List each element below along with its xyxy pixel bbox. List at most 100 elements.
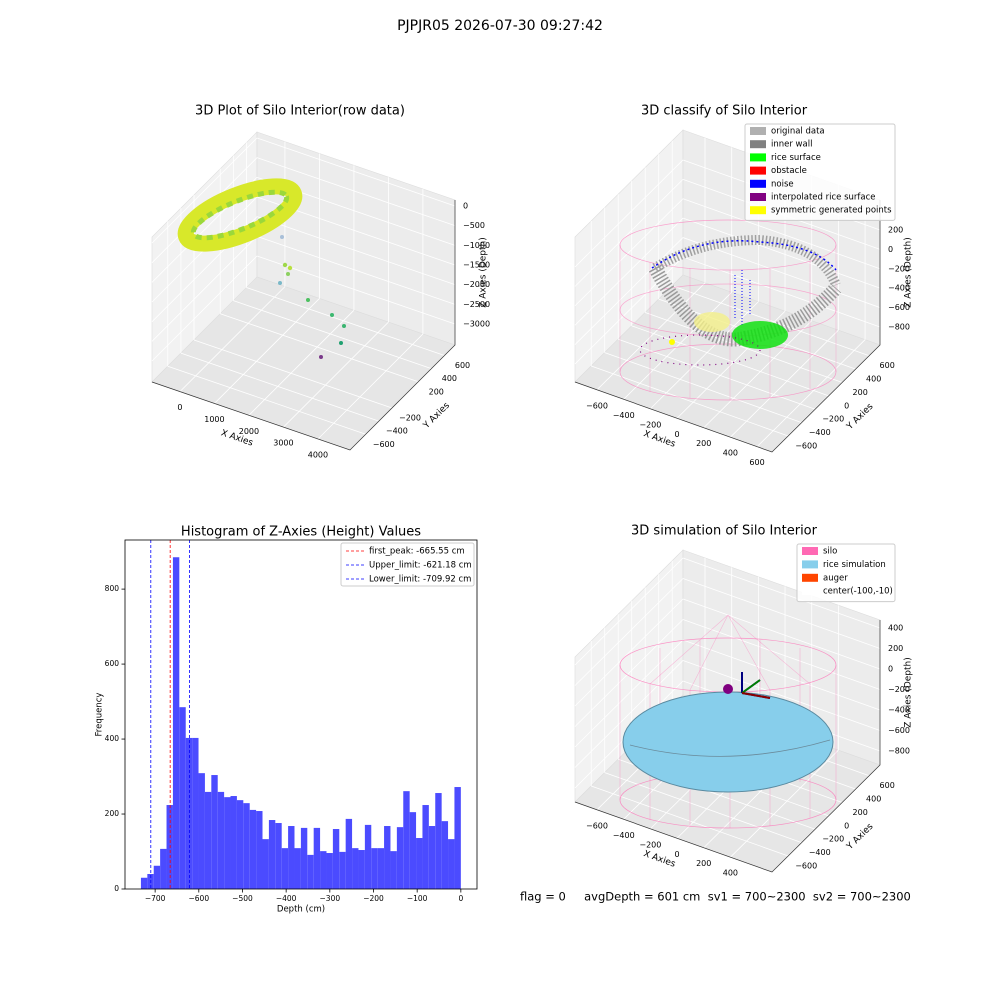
hist-bar <box>236 800 244 889</box>
grid-line <box>574 179 684 287</box>
hist-bar <box>294 848 301 889</box>
y-tick-label: −400 <box>386 427 408 436</box>
hist-bar <box>377 848 385 889</box>
legend-swatch <box>750 140 766 149</box>
z-tick-label: −400 <box>888 284 910 293</box>
hist-bar <box>185 737 193 889</box>
z-axis-label: Z Axies (Depth) <box>904 657 914 728</box>
x-tick-label: 200 <box>696 439 711 448</box>
grid-line <box>151 236 258 342</box>
z-tick-label: −600 <box>888 726 910 735</box>
grid-line <box>246 287 445 356</box>
legend-label: interpolated rice surface <box>771 193 876 203</box>
x-tick-label: −200 <box>363 894 384 903</box>
grid-line <box>604 772 802 843</box>
hist-bar <box>211 775 218 889</box>
y-tick-label: −200 <box>399 414 421 423</box>
legend-swatch <box>750 166 766 175</box>
grid-line <box>682 660 881 731</box>
y-tick-label: 0 <box>844 401 849 410</box>
x-tick-label: 0 <box>458 894 463 903</box>
grid-line <box>650 301 759 410</box>
hist-bar <box>230 796 237 889</box>
hist-bar <box>454 787 461 889</box>
x-tick-label: −100 <box>407 894 428 903</box>
x-tick-label: −500 <box>232 894 253 903</box>
z-tick-label: −200 <box>888 264 910 273</box>
z-tick-label: 0 <box>463 202 468 211</box>
grid-line <box>682 598 881 670</box>
grid-line <box>623 292 732 400</box>
chart-title: Histogram of Z-Axies (Height) Values <box>181 525 421 540</box>
suptitle: PJPJR05 2026-07-30 09:27:42 <box>397 18 603 34</box>
legend-label: Lower_limit: -709.92 cm <box>369 575 471 585</box>
z-tick-label: −800 <box>888 322 910 331</box>
hist-bar <box>179 707 186 889</box>
y-tick-label: 0 <box>844 821 849 830</box>
grid-line <box>180 352 380 422</box>
hist-bar <box>300 827 308 889</box>
chart-title: 3D classify of Silo Interior <box>641 104 808 119</box>
hist-bar <box>256 811 263 889</box>
grid-line <box>214 298 320 404</box>
y-tick-label: 800 <box>105 584 120 593</box>
grid-line <box>682 256 881 328</box>
hist-bar <box>396 827 404 889</box>
hist-bar <box>153 865 161 889</box>
hist-bar <box>224 797 231 889</box>
y-tick-label: 200 <box>853 808 868 817</box>
x-tick-label: −600 <box>189 894 210 903</box>
hist-bar <box>403 791 410 889</box>
y-tick-label: −600 <box>373 440 395 449</box>
grid-line <box>574 217 684 326</box>
x-tick-label: 2000 <box>239 427 259 436</box>
legend-box <box>796 543 896 603</box>
y-tick-label: 600 <box>105 659 120 668</box>
x-tick-label: −400 <box>613 831 635 840</box>
hist-bar <box>243 803 250 889</box>
grid-line <box>574 578 684 686</box>
z-tick-label: −2000 <box>463 280 490 289</box>
grid-line <box>256 137 456 207</box>
y-tick-label: 400 <box>105 734 120 743</box>
z-tick-label: −1500 <box>463 261 490 270</box>
z-tick-label: 200 <box>888 225 903 234</box>
grid-line <box>682 217 881 289</box>
hist-bar <box>384 826 391 889</box>
z-tick-label: −3000 <box>463 319 490 328</box>
hist-bar <box>448 839 455 889</box>
legend-label: obstacle <box>771 166 807 176</box>
legend-swatch <box>802 587 818 596</box>
hist-bar <box>320 851 327 889</box>
grid-line <box>756 339 866 447</box>
grid-line <box>283 321 389 428</box>
x-tick-label: −200 <box>639 840 661 849</box>
y-tick-label: 600 <box>455 361 470 370</box>
grid-line <box>151 137 258 244</box>
grid-line <box>682 198 881 270</box>
hist-bar <box>428 826 436 889</box>
footer: flag = 0 avgDepth = 601 cm sv1 = 700~230… <box>520 890 911 904</box>
x-tick-label: 0 <box>674 430 679 439</box>
grid-line <box>703 320 812 429</box>
legend-swatch <box>750 153 766 162</box>
y-tick-label: 400 <box>866 795 881 804</box>
legend-label: first_peak: -665.55 cm <box>369 547 465 557</box>
x-axis-label: X Axies <box>642 849 677 870</box>
y-tick-label: 400 <box>442 374 457 383</box>
axis-line <box>151 200 456 451</box>
legend-label: Upper_limit: -621.18 cm <box>369 561 472 571</box>
x-tick-label: 400 <box>723 449 738 458</box>
y-tick-label: 400 <box>866 375 881 384</box>
y-axis-label: Y Axies <box>421 401 452 432</box>
hist-bar <box>313 827 321 889</box>
hist-bar <box>390 851 397 889</box>
hist-bar <box>281 848 289 889</box>
hist-bar <box>172 557 180 889</box>
grid-line <box>730 749 839 858</box>
grid-line <box>682 619 881 690</box>
legend-box <box>340 542 475 587</box>
hist-bar <box>268 820 276 889</box>
z-axis-label: Z Axies (Depth) <box>479 237 489 308</box>
